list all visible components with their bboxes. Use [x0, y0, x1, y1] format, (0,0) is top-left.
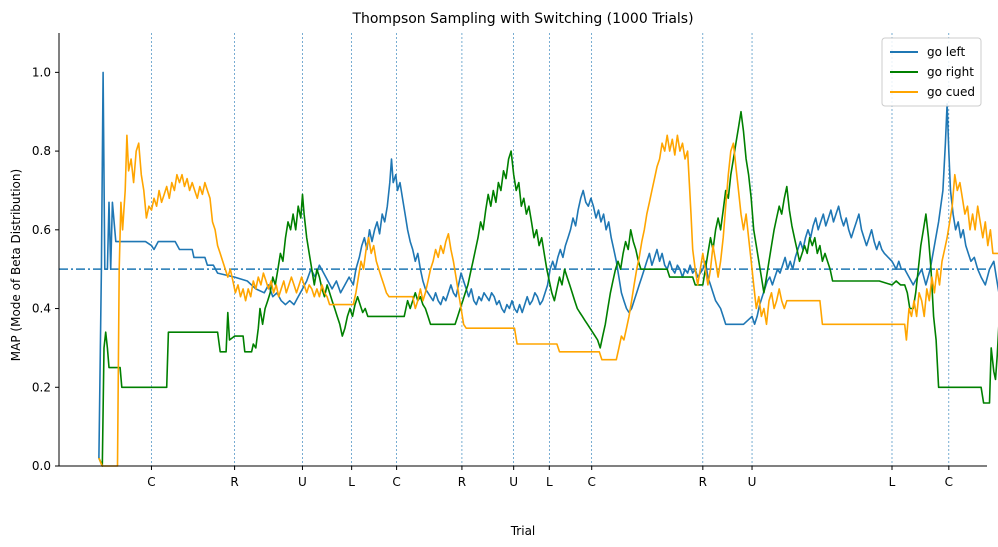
- chart-title: Thompson Sampling with Switching (1000 T…: [351, 11, 693, 27]
- y-tick-label-5: 1.0: [32, 65, 51, 79]
- x-tick-label-6: U: [509, 475, 518, 489]
- switch-marker-lines: [151, 33, 950, 466]
- y-tick-label-0: 0.0: [32, 459, 51, 473]
- x-tick-label-1: R: [230, 475, 238, 489]
- y-axis-label: MAP (Mode of Beta Distribution): [9, 169, 23, 361]
- y-tick-label-1: 0.2: [32, 380, 51, 394]
- series-lines: [98, 71, 998, 467]
- y-axis-ticks: 0.0 0.2 0.4 0.6 0.8 1.0: [32, 65, 59, 473]
- x-axis-label: Trial: [510, 524, 536, 538]
- y-tick-label-3: 0.6: [32, 223, 51, 237]
- x-tick-label-2: U: [298, 475, 307, 489]
- x-tick-label-11: L: [889, 475, 896, 489]
- x-tick-label-3: L: [348, 475, 355, 489]
- series-line-go-cued: [98, 134, 998, 467]
- x-tick-label-7: L: [546, 475, 553, 489]
- x-tick-label-9: R: [699, 475, 707, 489]
- legend: go left go right go cued: [881, 37, 982, 107]
- x-tick-label-12: C: [945, 475, 953, 489]
- x-tick-label-10: U: [748, 475, 757, 489]
- legend-label-2: go cued: [927, 85, 975, 99]
- series-line-go-left: [98, 71, 998, 459]
- x-tick-label-0: C: [147, 475, 155, 489]
- y-tick-label-2: 0.4: [32, 302, 51, 316]
- legend-label-1: go right: [927, 65, 974, 79]
- series-line-go-right: [98, 110, 998, 467]
- x-tick-label-5: R: [458, 475, 466, 489]
- legend-box: [881, 37, 982, 107]
- x-tick-label-8: C: [588, 475, 596, 489]
- y-tick-label-4: 0.8: [32, 144, 51, 158]
- legend-label-0: go left: [927, 45, 966, 59]
- x-tick-label-4: C: [392, 475, 400, 489]
